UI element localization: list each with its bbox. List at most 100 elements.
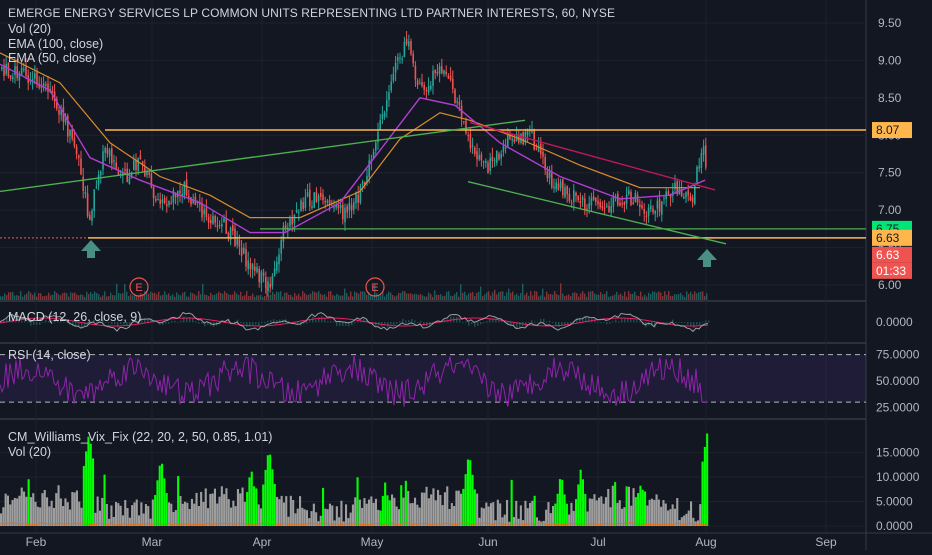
vix-bar <box>94 512 97 526</box>
volume-bar <box>180 295 182 300</box>
vix-bar <box>556 493 559 526</box>
candle-body <box>271 275 274 287</box>
candle-body <box>606 205 608 207</box>
candle-body <box>350 204 353 211</box>
volume-bar <box>468 293 470 300</box>
candle-body <box>20 67 23 76</box>
vix-bar <box>439 494 442 526</box>
candle-body <box>106 148 109 154</box>
current-price-badge: 6.63 <box>876 248 900 262</box>
volume-bar <box>234 291 236 300</box>
volume-bar <box>640 291 642 300</box>
vix-bar <box>209 493 212 526</box>
vix-bar <box>234 506 237 526</box>
vix-bar <box>124 500 127 526</box>
vix-bar <box>190 498 193 526</box>
volume-bar <box>510 292 512 300</box>
candle-body <box>122 172 124 176</box>
candle-body <box>91 210 93 222</box>
volume-bar <box>218 291 220 300</box>
volume-bar <box>334 295 336 300</box>
vix-bar <box>301 507 304 526</box>
vix-bar <box>510 479 513 526</box>
candle-body <box>575 192 577 197</box>
volume-bar <box>676 294 678 300</box>
vix-bar <box>381 495 384 526</box>
volume-bar <box>244 295 246 300</box>
volume-bar <box>680 292 682 300</box>
vix-bar <box>184 501 187 526</box>
vix-bar <box>598 497 601 526</box>
candle-body <box>570 202 573 204</box>
vix-bar <box>25 496 28 526</box>
vix-bar <box>243 501 246 526</box>
time-axis-label: Sep <box>815 535 837 549</box>
candle-body <box>592 196 595 200</box>
macd-histogram-bar <box>195 321 197 323</box>
vix-bar <box>515 500 518 526</box>
vix-bar <box>213 488 216 526</box>
vix-bar <box>64 498 67 526</box>
macd-histogram-bar <box>390 322 392 325</box>
vix-bar <box>524 500 527 526</box>
vix-bar <box>119 505 122 526</box>
vix-bar <box>32 493 35 526</box>
vix-bar <box>517 518 520 526</box>
vix-bar <box>43 490 46 526</box>
time-axis-label: Mar <box>142 535 163 549</box>
macd-histogram-bar <box>504 322 506 323</box>
vix-bar <box>9 504 12 526</box>
volume-bar <box>372 296 374 300</box>
macd-histogram-bar <box>405 320 407 323</box>
vix-bar <box>487 506 490 526</box>
macd-histogram-bar <box>570 322 572 324</box>
macd-histogram-bar <box>63 322 65 323</box>
volume-bar <box>554 291 556 300</box>
vix-bar <box>338 517 341 526</box>
vix-bar <box>667 510 670 526</box>
candle-body <box>25 66 27 76</box>
vix-bar <box>351 504 354 526</box>
vix-legend: CM_Williams_Vix_Fix (22, 20, 2, 50, 0.85… <box>8 430 273 444</box>
volume-bar <box>322 295 324 300</box>
volume-bar <box>538 296 540 300</box>
volume-bar <box>500 291 502 300</box>
vix-bar <box>305 510 308 526</box>
macd-histogram-bar <box>489 318 491 323</box>
macd-histogram-bar <box>75 322 77 328</box>
vix-bar <box>462 488 465 526</box>
candle-body <box>207 216 210 223</box>
candle-body <box>196 202 199 204</box>
candle-body <box>269 283 271 288</box>
volume-bar <box>220 292 222 300</box>
macd-histogram-bar <box>384 322 386 326</box>
volume-bar <box>264 295 266 300</box>
candle-body <box>276 261 278 271</box>
volume-bar <box>8 292 10 300</box>
macd-histogram-bar <box>117 322 119 328</box>
candle-body <box>463 121 465 123</box>
vix-bar <box>322 487 325 526</box>
candle-body <box>436 71 439 74</box>
macd-histogram-bar <box>609 322 611 324</box>
vix-bar <box>117 503 120 526</box>
candle-body <box>577 195 579 201</box>
vix-bar <box>432 488 435 526</box>
vix-bar <box>676 498 679 526</box>
vix-bar <box>172 512 175 526</box>
candle-body <box>705 145 707 168</box>
candle-body <box>23 68 25 70</box>
last-price-badge-bg <box>872 122 912 139</box>
volume-bar <box>188 296 190 300</box>
vix-bar <box>310 511 313 526</box>
vix-axis-label: 10.0000 <box>876 470 920 484</box>
macd-histogram-bar <box>39 322 41 325</box>
macd-histogram-bar <box>270 320 272 323</box>
volume-bar <box>296 295 298 300</box>
vix-bar <box>496 499 499 526</box>
volume-bar <box>336 293 338 300</box>
price-axis-label: 6.00 <box>878 278 902 292</box>
candle-body <box>174 193 177 198</box>
